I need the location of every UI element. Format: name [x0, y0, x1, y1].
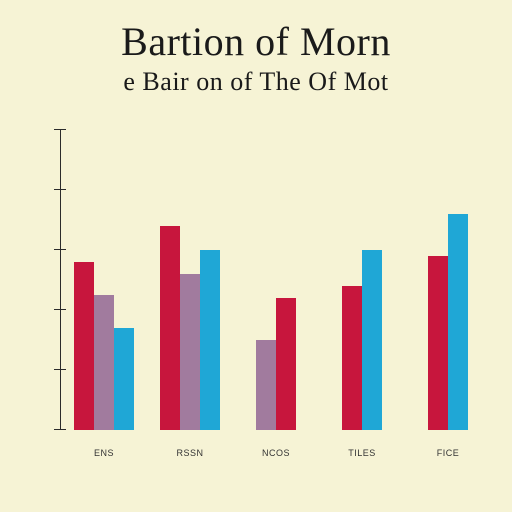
chart-title-main: Bartion of Morn	[0, 18, 512, 65]
chart-title-sub: e Bair on of The Of Mot	[0, 67, 512, 97]
bar	[448, 214, 468, 430]
bar-group	[74, 262, 134, 430]
bar	[200, 250, 220, 430]
bar-group	[428, 214, 468, 430]
bar	[180, 274, 200, 430]
y-axis	[60, 130, 61, 430]
bar-group	[342, 250, 382, 430]
bar-group	[160, 226, 220, 430]
x-axis-label: RSSN	[176, 448, 203, 458]
bar	[362, 250, 382, 430]
bar	[342, 286, 362, 430]
bar	[160, 226, 180, 430]
bar	[94, 295, 114, 430]
x-axis-label: NCOS	[262, 448, 290, 458]
bar-chart	[40, 130, 492, 430]
x-axis-label: TILES	[348, 448, 376, 458]
y-tick	[54, 129, 66, 130]
bar	[114, 328, 134, 430]
y-tick	[54, 309, 66, 310]
bar	[428, 256, 448, 430]
y-tick	[54, 429, 66, 430]
bar	[276, 298, 296, 430]
y-tick	[54, 369, 66, 370]
y-tick	[54, 189, 66, 190]
x-axis-label: FICE	[437, 448, 460, 458]
bar	[256, 340, 276, 430]
plot-area	[60, 130, 492, 430]
bar	[74, 262, 94, 430]
bar-group	[256, 298, 296, 430]
y-tick	[54, 249, 66, 250]
x-axis-label: ENS	[94, 448, 114, 458]
chart-title-block: Bartion of Morn e Bair on of The Of Mot	[0, 0, 512, 97]
